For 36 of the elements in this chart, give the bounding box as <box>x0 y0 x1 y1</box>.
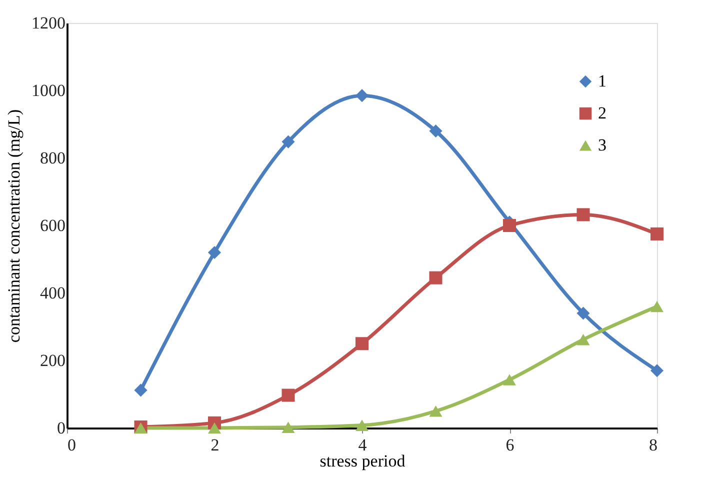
point <box>355 337 369 350</box>
point <box>282 422 295 433</box>
y-tick-label: 600 <box>40 216 66 235</box>
legend-label: 3 <box>598 136 606 154</box>
y-tick-label: 800 <box>40 148 66 168</box>
point <box>208 422 222 434</box>
legend-label: 1 <box>598 72 606 90</box>
point <box>650 364 664 378</box>
point <box>576 306 590 320</box>
x-axis-title: stress period <box>320 452 406 470</box>
y-tick-label: 200 <box>40 351 66 370</box>
point <box>429 271 442 284</box>
x-tick-label: 2 <box>210 436 220 454</box>
point <box>208 246 222 260</box>
y-tick-label: 400 <box>40 284 66 302</box>
y-tick-label: 0 <box>57 418 66 438</box>
x-tick-label: 8 <box>649 436 658 454</box>
point <box>355 420 369 431</box>
y-tick-label: 1000 <box>32 81 66 100</box>
x-tick-label: 4 <box>358 436 368 454</box>
point <box>576 208 590 222</box>
point <box>282 135 295 148</box>
point <box>576 334 590 346</box>
point <box>355 89 369 102</box>
y-axis-title: contaminant concentration (mg/L) <box>4 109 24 343</box>
x-tick-label: 6 <box>506 436 514 454</box>
point <box>650 227 664 240</box>
point <box>650 300 664 312</box>
point <box>502 218 516 232</box>
point <box>134 384 148 397</box>
point <box>502 374 516 386</box>
point <box>429 124 442 138</box>
point <box>429 405 442 417</box>
legend-label: 2 <box>598 104 606 122</box>
y-tick-label: 1200 <box>32 14 66 32</box>
point <box>282 388 295 402</box>
